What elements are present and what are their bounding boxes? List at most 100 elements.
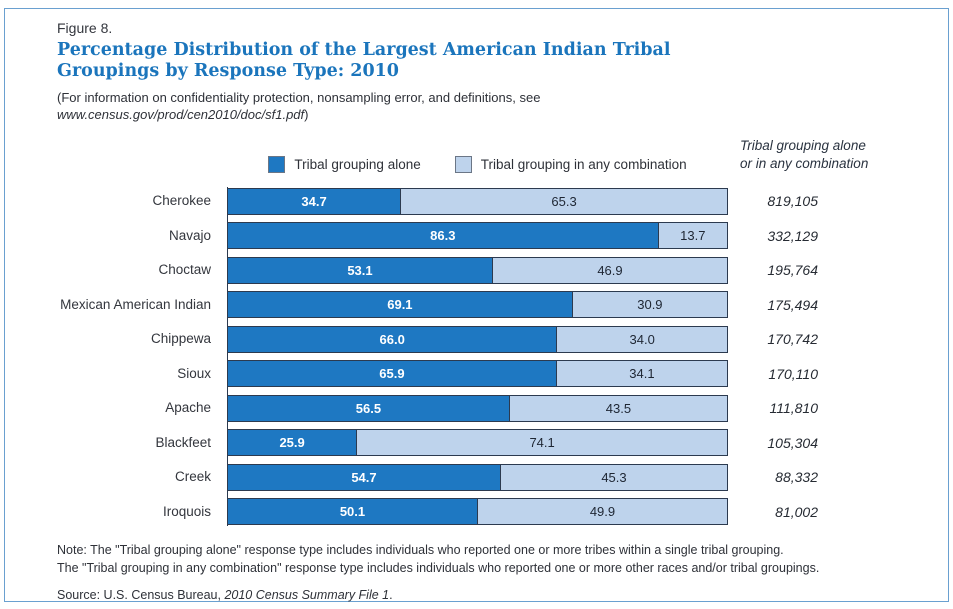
legend: Tribal grouping alone Tribal grouping in… [227, 156, 728, 175]
row-category-label: Chippewa [150, 331, 211, 347]
note-text: Note: The "Tribal grouping alone" respon… [57, 542, 908, 577]
bar-segment-combination: 30.9 [572, 292, 727, 318]
bar-segment-alone-value: 65.9 [379, 366, 405, 382]
row-total-value: 105,304 [767, 434, 818, 451]
bar-segment-combination: 13.7 [658, 223, 727, 249]
source-suffix: . [389, 588, 393, 602]
chart-row: Choctaw 53.1 46.9 195,764 [57, 253, 908, 288]
source-prefix: Source: U.S. Census Bureau, [57, 588, 225, 602]
row-category-label: Cherokee [152, 193, 211, 209]
row-total-value: 88,332 [775, 469, 818, 486]
totals-column-header-line1: Tribal grouping alone [740, 138, 866, 153]
row-category-label: Mexican American Indian [60, 296, 211, 312]
chart-row: Sioux 65.9 34.1 170,110 [57, 357, 908, 392]
bar-segment-combination: 43.5 [509, 395, 727, 421]
chart-row: Creek 54.7 45.3 88,332 [57, 460, 908, 495]
chart-row: Navajo 86.3 13.7 332,129 [57, 219, 908, 254]
bar-segment-alone: 53.1 [228, 257, 493, 283]
bar-segment-alone: 86.3 [228, 223, 659, 249]
figure-subtitle: (For information on confidentiality prot… [57, 89, 908, 123]
row-total-value: 81,002 [775, 503, 818, 520]
row-category-label: Blackfeet [155, 434, 211, 450]
bar-segment-combination: 45.3 [500, 464, 727, 490]
row-total-value: 195,764 [767, 262, 818, 279]
subtitle-suffix: ) [304, 107, 309, 122]
row-category-label: Navajo [168, 227, 211, 243]
bar-segment-combination: 49.9 [477, 499, 727, 525]
row-category-label: Iroquois [162, 503, 211, 519]
stacked-bar: 86.3 13.7 [227, 222, 728, 250]
row-category-label: Sioux [177, 365, 211, 381]
chart-row: Cherokee 34.7 65.3 819,105 [57, 184, 908, 219]
bar-segment-combination-value: 13.7 [680, 228, 706, 244]
chart-rows: Cherokee 34.7 65.3 819,105 Navajo 86.3 1… [57, 184, 908, 529]
note-line2: The "Tribal grouping in any combination"… [57, 560, 820, 575]
row-total-value: 111,810 [769, 400, 818, 417]
bar-segment-alone-value: 53.1 [347, 262, 373, 278]
bar-segment-alone: 50.1 [228, 499, 478, 525]
stacked-bar: 69.1 30.9 [227, 291, 728, 319]
chart-row: Blackfeet 25.9 74.1 105,304 [57, 426, 908, 461]
row-category-label: Apache [165, 400, 211, 416]
row-total-value: 819,105 [767, 193, 818, 210]
totals-column-header-line2: or in any combination [740, 156, 869, 171]
chart-header-row: Tribal grouping alone Tribal grouping in… [57, 133, 908, 175]
figure-number: Figure 8. [57, 20, 113, 36]
chart-row: Iroquois 50.1 49.9 81,002 [57, 495, 908, 530]
totals-column-header: Tribal grouping alone or in any combinat… [740, 137, 908, 175]
subtitle-url: www.census.gov/prod/cen2010/doc/sf1.pdf [57, 107, 305, 122]
bar-segment-combination-value: 49.9 [589, 504, 616, 520]
bar-segment-combination: 65.3 [401, 188, 727, 214]
chart-row: Apache 56.5 43.5 111,810 [57, 391, 908, 426]
bar-segment-alone-value: 50.1 [339, 504, 366, 520]
row-category-label: Choctaw [158, 262, 211, 278]
legend-label-combination: Tribal grouping in any combination [480, 157, 687, 172]
bar-segment-combination-value: 45.3 [601, 469, 627, 485]
legend-swatch-combination [454, 156, 472, 173]
row-total-value: 332,129 [767, 227, 818, 244]
bar-segment-combination-value: 30.9 [637, 297, 663, 313]
bar-segment-alone-value: 66.0 [379, 331, 405, 347]
row-total-value: 170,742 [767, 331, 818, 348]
chart-body: Cherokee 34.7 65.3 819,105 Navajo 86.3 1… [57, 184, 908, 529]
bar-segment-alone-value: 25.9 [279, 435, 305, 451]
figure-frame: Figure 8. Percentage Distribution of the… [4, 8, 949, 602]
bar-segment-alone: 56.5 [228, 395, 510, 421]
subtitle-line1: (For information on confidentiality prot… [57, 90, 541, 105]
row-total-value: 175,494 [767, 296, 818, 313]
bar-segment-alone: 25.9 [228, 430, 358, 456]
bar-segment-alone-value: 54.7 [351, 469, 377, 485]
bar-segment-alone: 65.9 [228, 361, 557, 387]
bar-segment-alone: 34.7 [228, 188, 402, 214]
bar-segment-combination: 34.0 [557, 326, 727, 352]
stacked-bar: 56.5 43.5 [227, 394, 728, 422]
bar-segment-alone-value: 69.1 [387, 297, 413, 313]
legend-label-alone: Tribal grouping alone [294, 157, 421, 172]
stacked-bar: 65.9 34.1 [227, 360, 728, 388]
bar-segment-combination-value: 74.1 [529, 435, 555, 451]
row-total-value: 170,110 [768, 365, 818, 382]
figure-title: Percentage Distribution of the Largest A… [57, 40, 671, 81]
source-text: Source: U.S. Census Bureau, 2010 Census … [57, 588, 908, 602]
bar-segment-combination-value: 34.1 [629, 366, 655, 382]
legend-item: Tribal grouping alone [268, 156, 421, 173]
bar-segment-alone-value: 34.7 [301, 193, 327, 209]
bar-segment-combination: 74.1 [357, 430, 727, 456]
bar-segment-alone: 69.1 [228, 292, 573, 318]
source-citation: 2010 Census Summary File 1 [224, 588, 390, 602]
chart-row: Mexican American Indian 69.1 30.9 175,49… [57, 288, 908, 323]
stacked-bar: 34.7 65.3 [227, 187, 728, 215]
bar-segment-combination-value: 65.3 [551, 193, 577, 209]
chart-row: Chippewa 66.0 34.0 170,742 [57, 322, 908, 357]
note-line1: Note: The "Tribal grouping alone" respon… [57, 543, 784, 557]
legend-item: Tribal grouping in any combination [454, 156, 687, 173]
legend-swatch-alone [268, 156, 286, 173]
bar-segment-combination: 46.9 [492, 257, 727, 283]
stacked-bar: 53.1 46.9 [227, 256, 728, 284]
bar-segment-alone: 66.0 [228, 326, 558, 352]
stacked-bar: 25.9 74.1 [227, 429, 728, 457]
y-axis-line [227, 187, 228, 526]
bar-segment-combination: 34.1 [556, 361, 727, 387]
bar-segment-alone-value: 86.3 [430, 228, 456, 244]
stacked-bar: 66.0 34.0 [227, 325, 728, 353]
